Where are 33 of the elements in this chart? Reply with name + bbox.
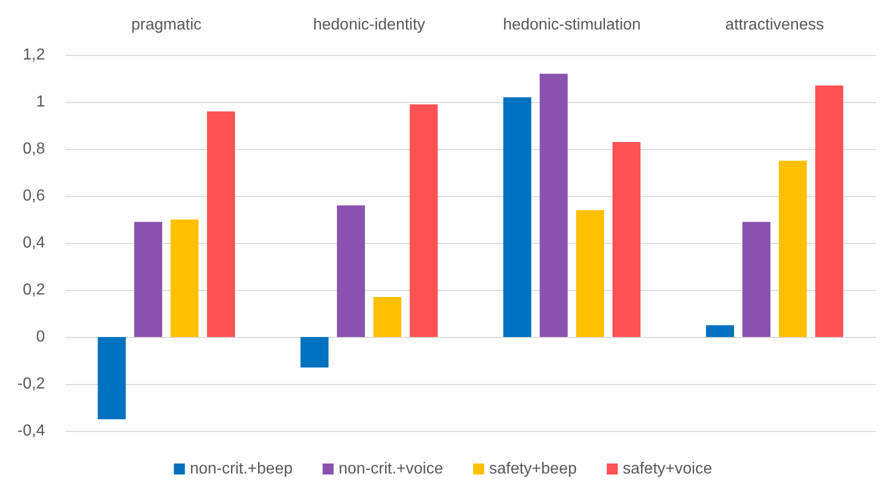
x-tick-label: hedonic-identity [313,16,426,34]
y-tick-label: 0,8 [22,140,46,158]
bar [540,74,568,337]
bar [815,86,844,337]
legend-label: non-crit.+voice [338,460,444,478]
bar [134,222,162,337]
bar [336,205,365,337]
bar [98,337,126,420]
legend-label: safety+beep [489,460,577,478]
bar [300,337,329,368]
legend-label: safety+voice [622,460,712,478]
bar [778,160,807,337]
y-tick-label: -0,4 [17,422,46,440]
bar [373,297,402,337]
bar [503,97,532,337]
y-tick-label: 0,4 [22,234,46,252]
bar [742,222,770,337]
bar [170,220,199,337]
legend-label: non-crit.+beep [190,460,293,478]
bar [612,142,640,337]
bar [706,325,734,337]
x-tick-label: hedonic-stimulation [502,16,641,34]
y-tick-label: -0,2 [17,376,46,392]
bar [410,104,438,337]
y-tick-label: 1,2 [22,46,46,64]
bar [576,210,604,337]
bar [206,111,235,337]
y-tick-label: 0,2 [22,282,46,298]
y-tick-label: 0 [36,328,46,346]
x-tick-label: attractiveness [725,16,824,34]
x-tick-label: pragmatic [131,16,202,34]
y-tick-label: 0,6 [22,188,46,204]
y-tick-label: 1 [36,94,46,110]
